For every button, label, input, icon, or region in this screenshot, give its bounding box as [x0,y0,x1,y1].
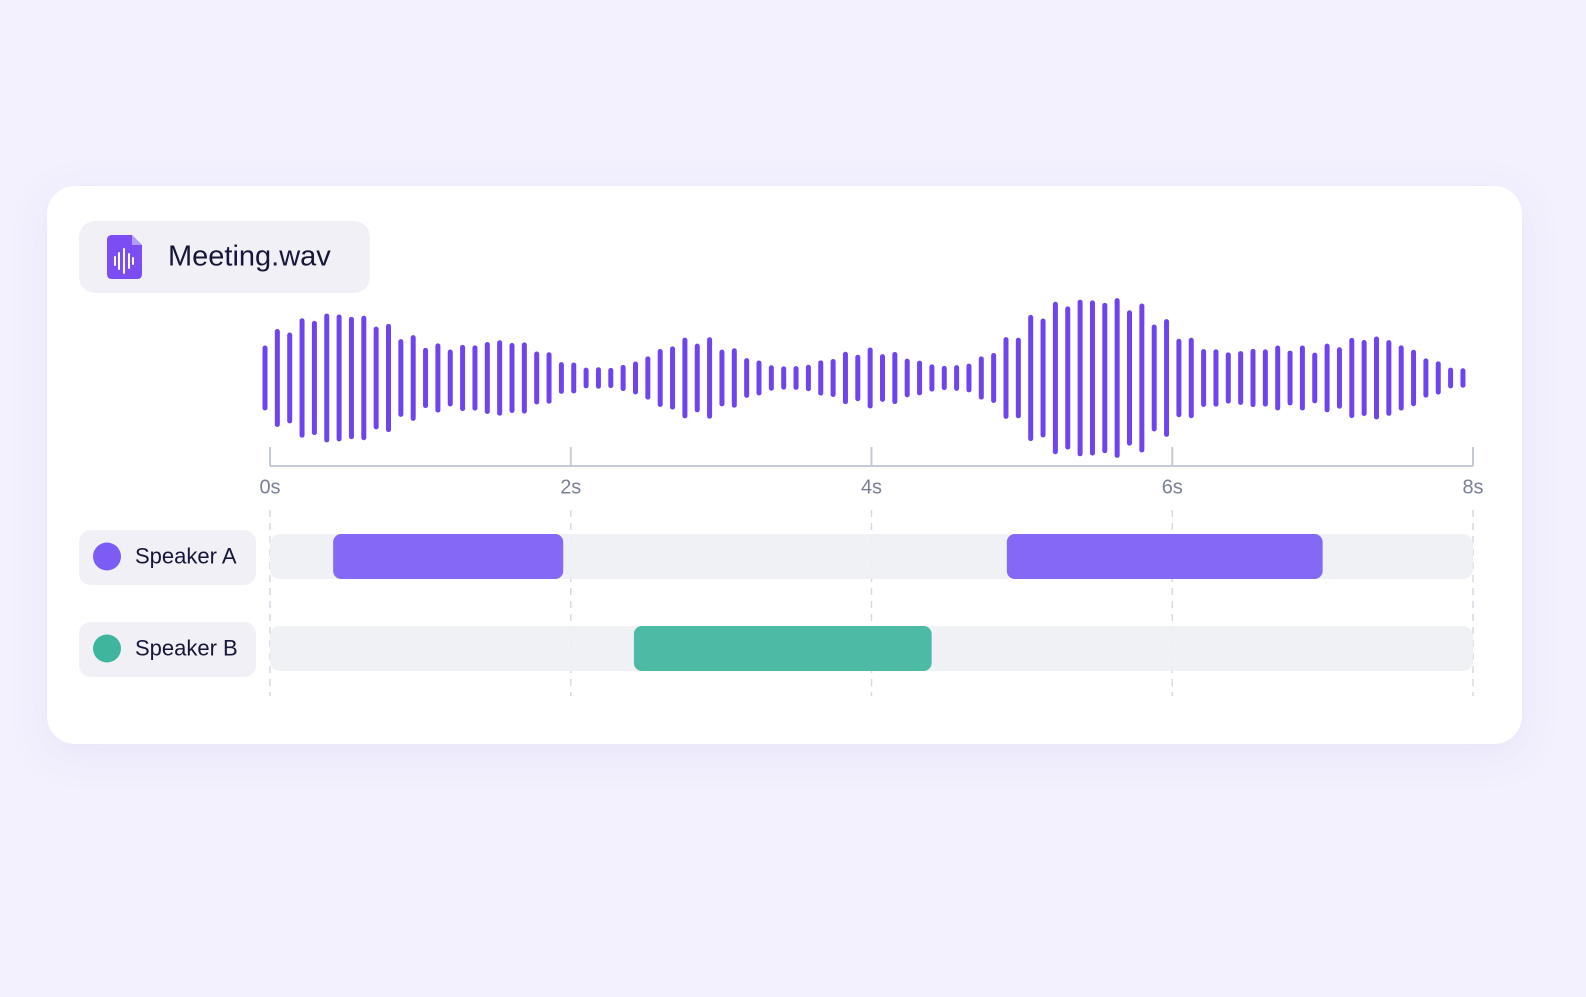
x-tick-label: 6s [1162,476,1183,498]
speaker-segment [333,534,564,579]
speaker-segment [633,626,932,671]
x-tick-label: 0s [259,476,280,498]
x-tick-label: 8s [1462,476,1483,498]
x-tick-label: 4s [861,476,882,498]
legend-label: Speaker B [135,635,238,660]
legend-chip [79,530,256,585]
legend-dot [93,634,121,663]
file-icon [107,235,142,279]
legend-chip [79,622,256,677]
file-name: Meeting.wav [168,241,331,273]
legend-label: Speaker A [135,543,237,568]
x-tick-label: 2s [560,476,581,498]
file-chip [79,221,370,293]
speaker-segment [1006,534,1323,579]
waveform [262,298,1466,458]
legend-dot [93,542,121,571]
